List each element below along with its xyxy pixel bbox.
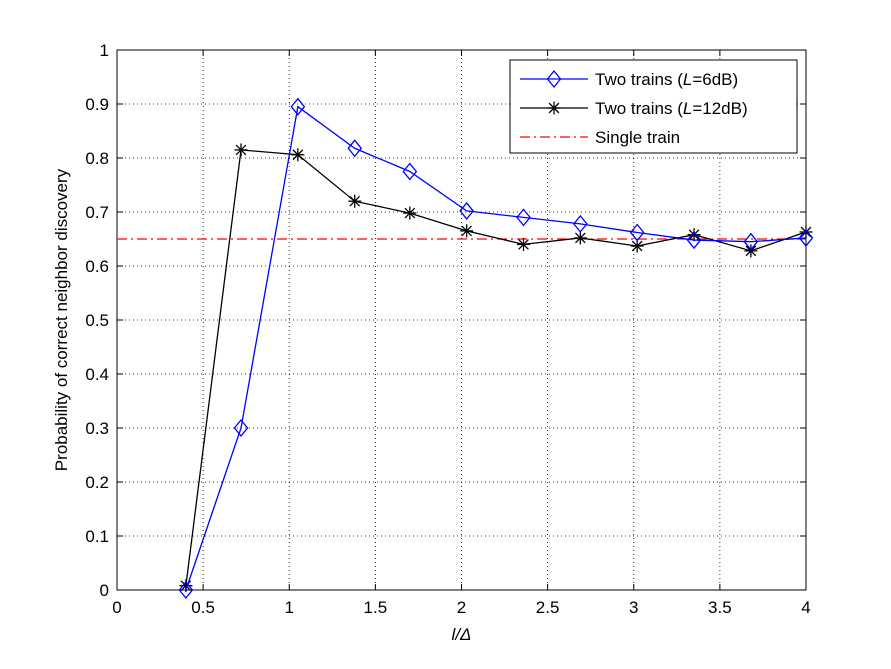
asterisk-stroke — [292, 149, 304, 161]
x-tick-label: 4 — [801, 598, 810, 617]
series-group — [117, 97, 814, 600]
asterisk-marker — [517, 237, 531, 251]
diamond-marker — [178, 580, 194, 600]
asterisk-stroke — [461, 225, 473, 237]
asterisk-stroke — [404, 207, 416, 219]
asterisk-marker — [547, 101, 561, 115]
asterisk-marker — [234, 143, 248, 157]
x-tick-label: 1 — [285, 598, 294, 617]
x-axis-tick-labels: 0 0.5 1 1.5 2 2.5 3 3.5 4 — [112, 598, 810, 617]
diamond-marker — [546, 69, 562, 89]
diamond-marker — [798, 228, 814, 247]
axis-ticks — [116, 49, 807, 591]
y-axis-tick-labels: 0 0.1 0.2 0.3 0.4 0.5 0.6 0.7 0.8 0.9 1 — [85, 41, 109, 600]
y-tick-label: 0.7 — [85, 203, 109, 222]
asterisk-marker — [687, 228, 701, 242]
x-tick-label: 2 — [457, 598, 466, 617]
y-tick-label: 0.6 — [85, 257, 109, 276]
asterisk-stroke — [631, 240, 643, 252]
asterisk-stroke — [800, 226, 812, 238]
asterisk-stroke — [548, 102, 560, 114]
asterisk-marker — [348, 194, 362, 208]
y-tick-label: 0.5 — [85, 311, 109, 330]
series-0 — [178, 97, 814, 600]
x-axis-label: l/Δ — [452, 625, 472, 644]
x-tick-label: 0 — [112, 598, 121, 617]
diamond-marker — [573, 214, 588, 233]
legend-label: Single train — [595, 128, 680, 147]
diamond-marker — [629, 223, 645, 242]
legend: Two trains (L=6dB) Two trains (L=12dB) Sin… — [509, 59, 798, 154]
asterisk-stroke — [235, 144, 247, 156]
diamond-marker — [290, 97, 306, 116]
asterisk-marker — [744, 244, 758, 258]
diamond-marker — [459, 201, 475, 220]
asterisk-marker — [460, 224, 474, 238]
y-tick-label: 0.2 — [85, 473, 109, 492]
y-tick-label: 0.9 — [85, 95, 109, 114]
asterisk-stroke — [575, 232, 586, 244]
asterisk-stroke — [349, 195, 361, 207]
y-tick-label: 0.3 — [85, 419, 109, 438]
asterisk-marker — [573, 231, 587, 245]
x-tick-label: 2.5 — [536, 598, 560, 617]
legend-label: Two trains (L=6dB) — [595, 70, 738, 89]
asterisk-stroke — [518, 239, 529, 250]
x-tick-label: 3.5 — [708, 598, 732, 617]
diamond-marker — [347, 139, 363, 158]
x-tick-label: 3 — [629, 598, 638, 617]
asterisk-marker — [799, 225, 813, 239]
series-line — [185, 105, 807, 591]
x-tick-label: 1.5 — [364, 598, 388, 617]
legend-label: Two trains (L=12dB) — [595, 99, 748, 118]
y-tick-label: 0 — [100, 581, 109, 600]
legend-entry: Single train — [520, 128, 680, 147]
asterisk-marker — [403, 206, 417, 220]
asterisk-stroke — [745, 245, 757, 257]
y-tick-label: 0.1 — [85, 527, 109, 546]
x-tick-label: 0.5 — [191, 598, 215, 617]
diamond-marker — [402, 162, 418, 181]
asterisk-marker — [630, 239, 644, 253]
y-tick-label: 1 — [100, 41, 109, 60]
diamond-marker — [743, 232, 759, 251]
diamond-marker — [686, 231, 702, 250]
legend-entry: Two trains (L=6dB) — [520, 69, 738, 89]
diamond-marker — [516, 208, 531, 227]
y-tick-label: 0.8 — [85, 149, 109, 168]
asterisk-stroke — [688, 229, 700, 241]
y-axis-label: Probability of correct neighbor discover… — [52, 168, 71, 471]
legend-entry: Two trains (L=12dB) — [520, 99, 748, 118]
asterisk-marker — [291, 148, 305, 162]
series-line — [185, 149, 807, 586]
diamond-marker — [233, 418, 249, 438]
y-tick-label: 0.4 — [85, 365, 109, 384]
